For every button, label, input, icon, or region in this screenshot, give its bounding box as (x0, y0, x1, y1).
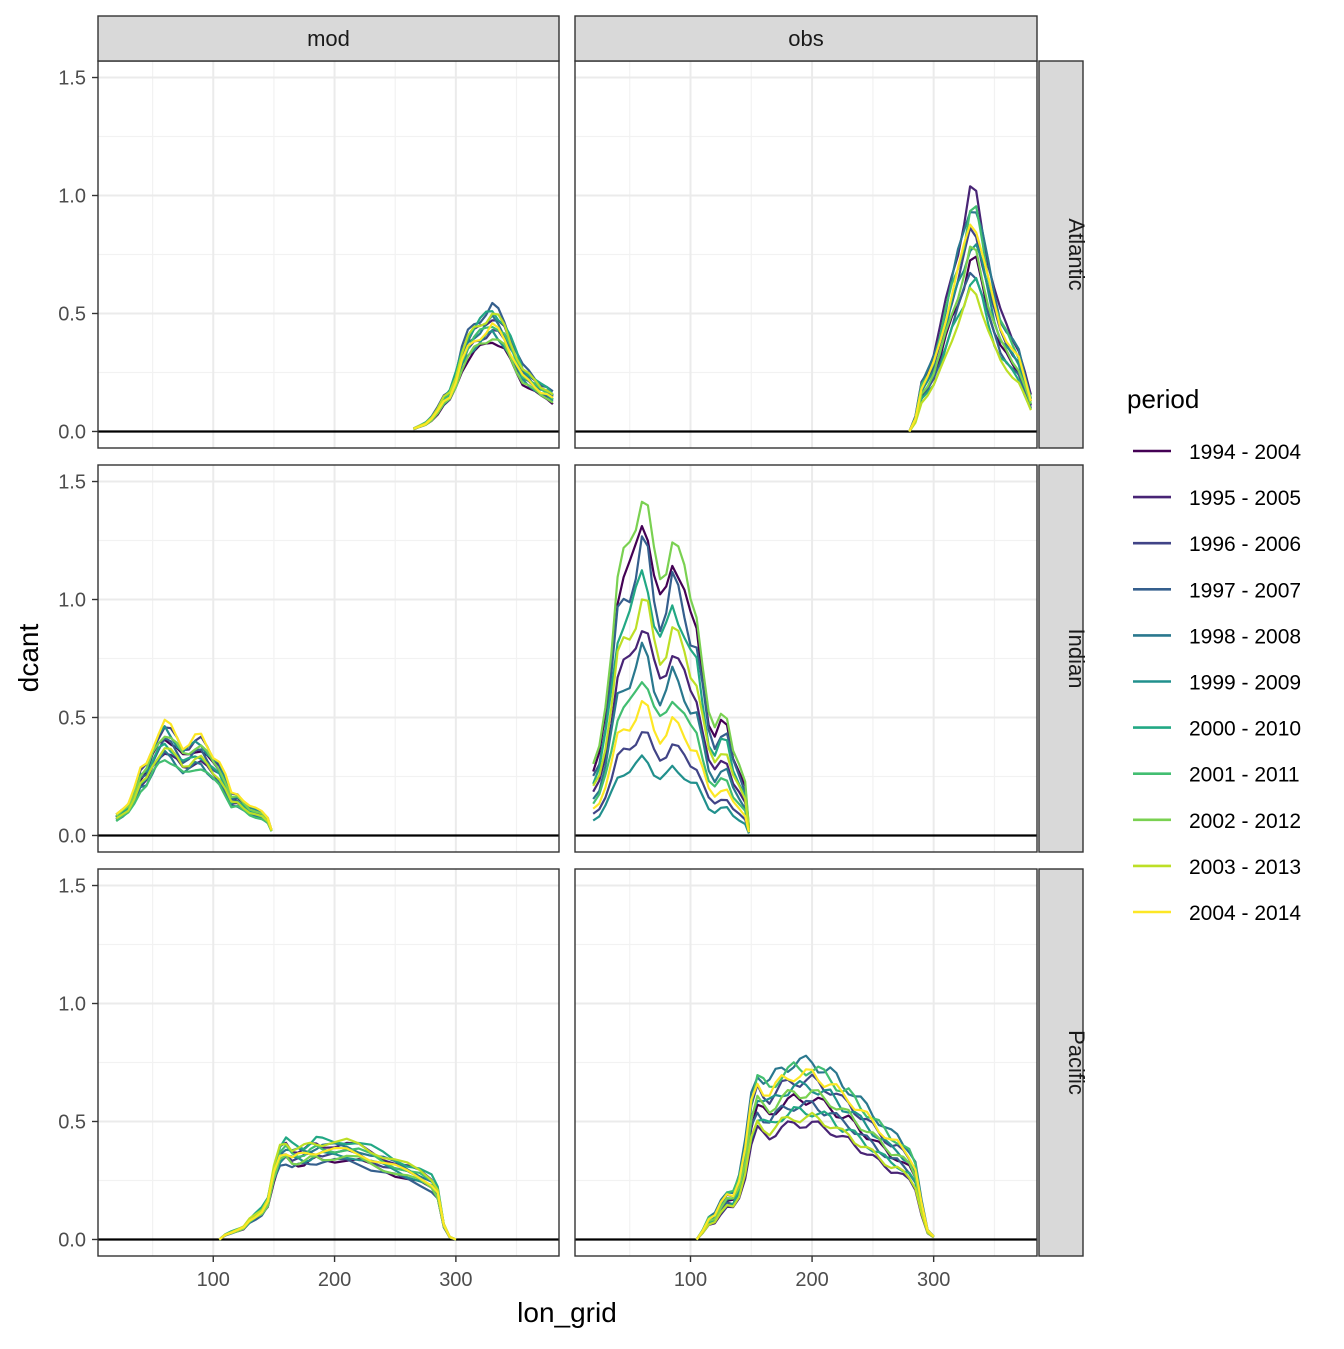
series-line-2002-2012 (115, 735, 273, 831)
y-tick-label: 0.0 (58, 1229, 86, 1251)
series-line-2004-2014 (218, 1146, 457, 1241)
series-line-1995-2005 (592, 630, 750, 831)
panel-atlantic-mod (98, 61, 559, 448)
legend-label-2001-2011: 2001 - 2011 (1189, 764, 1300, 787)
legend-label-1999-2009: 1999 - 2009 (1189, 672, 1301, 695)
panel-indian-mod (98, 465, 559, 852)
x-tick-label: 300 (439, 1269, 472, 1291)
y-tick-label: 0.5 (58, 707, 86, 729)
y-tick-label: 0.0 (58, 825, 86, 847)
facet-label-mod: mod (307, 26, 350, 51)
y-tick-label: 1.0 (58, 994, 86, 1016)
legend-label-2004-2014: 2004 - 2014 (1189, 902, 1301, 925)
facet-strip-atlantic (1038, 60, 1084, 449)
series-line-2003-2013 (592, 598, 750, 830)
y-tick-label: 1.0 (58, 590, 86, 612)
series-line-2002-2012 (413, 338, 554, 431)
series-line-2001-2011 (115, 759, 273, 832)
facet-label-indian: Indian (1064, 629, 1089, 689)
series-line-2001-2011 (592, 681, 750, 832)
facet-label-obs: obs (788, 26, 823, 51)
y-tick-label: 0.0 (58, 421, 86, 443)
series-group-pacific-obs (695, 1054, 935, 1241)
panel-border (97, 464, 560, 853)
series-line-2003-2013 (908, 286, 1032, 433)
series-line-2003-2013 (695, 1111, 935, 1241)
y-tick-label: 1.0 (58, 186, 86, 208)
series-line-1994-2004 (592, 525, 750, 828)
x-tick-label: 300 (917, 1269, 950, 1291)
facet-strip-indian (1038, 464, 1084, 853)
series-line-2001-2011 (695, 1061, 935, 1241)
facet-strip-obs (574, 15, 1038, 62)
series-line-2002-2012 (592, 500, 750, 827)
y-tick-label: 1.5 (58, 472, 86, 494)
panel-indian-obs (575, 465, 1037, 852)
x-tick-label: 200 (318, 1269, 351, 1291)
y-tick-label: 0.5 (58, 1111, 86, 1133)
legend-label-2003-2013: 2003 - 2013 (1189, 856, 1301, 879)
facet-strip-mod (97, 15, 560, 62)
legend-label-1996-2006: 1996 - 2006 (1189, 533, 1301, 556)
series-line-2000-2010 (908, 277, 1032, 433)
strips-layer: mod obs Atlantic Indian Pacific (97, 15, 1089, 1257)
legend: period 1994 - 2004 1995 - 2005 1996 - 2006… (1127, 384, 1301, 925)
series-line-2003-2013 (115, 747, 273, 832)
series-line-1996-2006 (592, 731, 750, 834)
y-axis-label: dcant (13, 624, 44, 693)
panel-atlantic-obs (575, 61, 1037, 448)
panel-pacific-obs (575, 869, 1037, 1256)
series-group-indian-mod (115, 718, 273, 832)
y-tick-label: 0.5 (58, 303, 86, 325)
series-line-1998-2008 (592, 641, 750, 832)
series-group-atlantic-obs (908, 185, 1032, 433)
y-tick-label: 1.5 (58, 68, 86, 90)
series-group-atlantic-mod (412, 301, 554, 431)
series-line-2002-2012 (695, 1089, 935, 1241)
x-tick-label: 200 (795, 1269, 828, 1291)
series-line-2002-2012 (908, 245, 1032, 433)
facet-strip-pacific (1038, 868, 1084, 1257)
legend-label-2000-2010: 2000 - 2010 (1189, 718, 1301, 741)
series-line-1997-2007 (592, 535, 750, 829)
series-line-2003-2013 (218, 1137, 457, 1241)
axes-layer: 0.0 0.5 1.0 1.5 0.0 0.5 1.0 1.5 0.0 0.5 1.0 1.5 100 2… (58, 68, 950, 1291)
legend-title: period (1127, 384, 1199, 414)
x-tick-label: 100 (674, 1269, 707, 1291)
series-line-2004-2014 (115, 718, 273, 831)
legend-label-1994-2004: 1994 - 2004 (1189, 441, 1301, 464)
series-line-2004-2014 (592, 700, 750, 833)
series-line-2003-2013 (412, 312, 554, 430)
x-tick-label: 100 (197, 1269, 230, 1291)
panel-border (97, 868, 560, 1257)
panel-border (574, 464, 1038, 853)
panel-border (574, 868, 1038, 1257)
legend-label-1998-2008: 1998 - 2008 (1189, 625, 1301, 648)
series-line-1999-2009 (592, 754, 750, 834)
series-line-2004-2014 (695, 1068, 935, 1241)
facet-label-pacific: Pacific (1064, 1030, 1089, 1095)
facet-label-atlantic: Atlantic (1064, 218, 1089, 290)
x-axis-label: lon_grid (517, 1297, 617, 1328)
legend-label-1997-2007: 1997 - 2007 (1189, 579, 1301, 602)
series-group-pacific-mod (218, 1135, 457, 1241)
series-group-indian-obs (592, 500, 750, 834)
series-line-2004-2014 (908, 223, 1032, 432)
series-line-2000-2010 (592, 569, 750, 829)
panels-layer (97, 60, 1038, 1257)
legend-label-1995-2005: 1995 - 2005 (1189, 487, 1301, 510)
series-line-2004-2014 (413, 322, 554, 430)
panel-pacific-mod (98, 869, 559, 1256)
y-tick-label: 1.5 (58, 876, 86, 898)
legend-label-2002-2012: 2002 - 2012 (1189, 810, 1301, 833)
